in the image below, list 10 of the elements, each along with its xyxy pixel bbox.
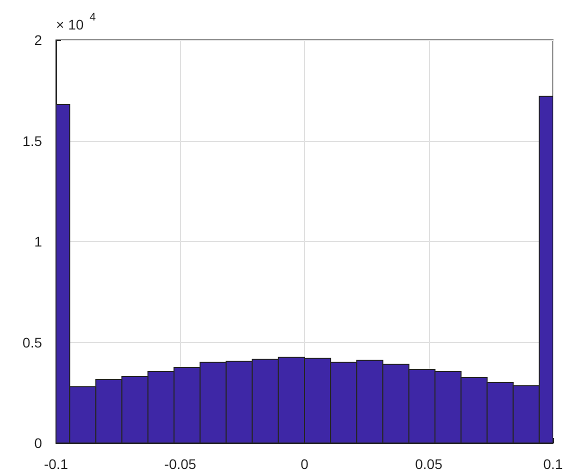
x-tick-label: -0.1: [44, 456, 68, 472]
y-tick-label: 1.5: [22, 132, 42, 149]
x-tick-label: 0: [300, 456, 309, 472]
y-tick-label: 0.5: [22, 334, 42, 350]
x-tick-label: 0.05: [415, 456, 443, 472]
y-tick-label: 1: [34, 234, 42, 250]
y-tick-label: 0: [34, 435, 42, 451]
x-tick-label: 0.1: [543, 456, 563, 472]
y-tick-label: 2: [34, 32, 42, 48]
x-tick-label: -0.05: [164, 456, 196, 472]
